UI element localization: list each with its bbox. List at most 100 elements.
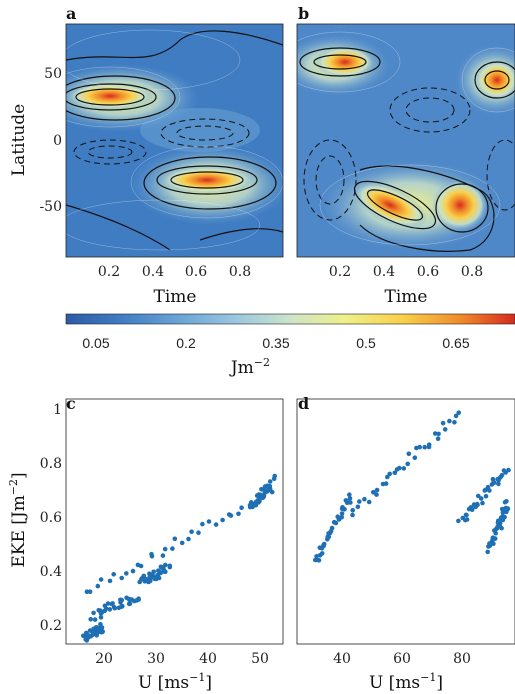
scatter-point — [196, 530, 201, 535]
scatter-point — [362, 496, 367, 502]
scatter-point — [350, 508, 356, 513]
y-tick-label: 1 — [53, 402, 62, 418]
x-tick-label: 0.6 — [185, 264, 207, 280]
y-axis-label-c-base: EKE [Jm — [9, 495, 29, 568]
scatter-point — [452, 420, 457, 425]
x-tick-label: 50 — [251, 651, 269, 667]
scatter-point — [435, 436, 441, 442]
scatter-point — [355, 504, 361, 510]
panel-c: c 1 0.8 0.6 0.4 0.2 20 30 40 50 U [ms−1]… — [7, 394, 284, 693]
scatter-point — [499, 525, 504, 531]
colorbar-label-exponent: −2 — [254, 356, 270, 369]
axes-d — [296, 398, 515, 645]
scatter-point — [374, 487, 380, 493]
scatter-point — [491, 541, 496, 546]
x-tick-label: 0.8 — [229, 264, 251, 280]
axes-a — [65, 23, 284, 258]
scatter-point — [483, 493, 489, 499]
colorbar-tick-label: 0.65 — [442, 335, 469, 351]
scatter-point — [506, 467, 511, 473]
scatter-point — [131, 598, 137, 604]
x-axis-label-c-tail: ] — [205, 673, 212, 693]
colorbar-tick-label: 0.35 — [262, 335, 289, 351]
scatter-point — [228, 513, 234, 518]
scatter-point — [319, 551, 325, 556]
x-tick-label: 0.2 — [98, 264, 120, 280]
panel-d: d 40 60 80 U [ms−1] — [296, 394, 515, 693]
scatter-point — [252, 501, 257, 507]
x-ticks-c: 20 30 40 50 — [95, 651, 269, 667]
scatter-point — [339, 514, 345, 520]
x-axis-label-c-exponent: −1 — [189, 671, 205, 684]
scatter-point — [383, 481, 389, 486]
y-ticks-c: 1 0.8 0.6 0.4 0.2 — [40, 402, 62, 634]
scatter-point — [112, 605, 118, 611]
x-axis-label-d-exponent: −1 — [420, 671, 436, 684]
scatter-point — [469, 507, 475, 512]
scatter-point — [186, 536, 191, 542]
x-axis-label-b: Time — [385, 287, 428, 307]
x-tick-label: 0.4 — [142, 264, 164, 280]
x-axis-label-c: U [ms−1] — [138, 671, 212, 693]
scatter-point — [160, 553, 166, 558]
scatter-point — [152, 576, 157, 582]
scatter-point — [239, 505, 244, 511]
scatter-point — [256, 493, 262, 499]
fill-isolines-a — [66, 29, 283, 251]
scatter-point — [91, 610, 96, 616]
scatter-point — [371, 489, 376, 495]
y-tick-label: 0 — [53, 133, 62, 149]
scatter-point — [347, 496, 353, 501]
x-tick-label: 0.2 — [329, 264, 351, 280]
scatter-point — [120, 603, 125, 609]
heatmap-b-peak-se — [432, 179, 488, 231]
y-axis-label-a: Latitude — [9, 104, 29, 176]
scatter-point — [267, 479, 273, 484]
scatter-point — [499, 472, 505, 478]
y-tick-label: 50 — [44, 66, 62, 82]
scatter-point — [272, 473, 278, 479]
scatter-point — [149, 553, 155, 559]
y-axis-label-c-tail: ] — [9, 472, 29, 479]
scatter-point — [342, 507, 347, 512]
scatter-point — [124, 571, 129, 576]
contours-a-negative — [73, 118, 250, 165]
scatter-point — [440, 420, 446, 426]
y-axis-label-c-exponent: −2 — [7, 479, 20, 495]
scatter-point — [498, 515, 504, 521]
scatter-point — [478, 496, 484, 501]
y-ticks-a: 50 0 -50 — [39, 66, 62, 215]
heatmap-a — [66, 24, 283, 257]
x-tick-label: 80 — [453, 651, 471, 667]
scatter-point — [138, 563, 144, 569]
panel-label-d: d — [298, 394, 309, 413]
scatter-point — [453, 413, 459, 419]
scatter-point — [141, 573, 147, 579]
y-tick-label: -50 — [39, 199, 62, 215]
scatter-point — [496, 481, 501, 487]
scatter-point — [105, 601, 111, 606]
scatter-point — [417, 444, 423, 450]
scatter-point — [387, 471, 393, 477]
heatmap-b — [297, 24, 515, 257]
scatter-point — [107, 607, 113, 612]
scatter-point — [366, 499, 372, 505]
y-tick-label: 0.2 — [40, 618, 62, 634]
x-ticks-b: 0.2 0.4 0.6 0.8 — [329, 264, 483, 280]
scatter-point — [401, 466, 407, 471]
scatter-point — [487, 488, 492, 493]
colorbar-tick-label: 0.2 — [176, 335, 196, 351]
colorbar-tick-label: 0.05 — [82, 335, 109, 351]
colorbar: 0.05 0.2 0.35 0.5 0.65 Jm−2 — [65, 313, 515, 378]
scatter-point — [170, 546, 175, 551]
x-axis-label-a: Time — [154, 287, 197, 307]
scatter-point — [84, 589, 90, 594]
scatter-point — [392, 470, 398, 476]
heatmap-a-peak-north — [66, 82, 154, 110]
scatter-point — [422, 444, 428, 450]
x-ticks-a: 0.2 0.4 0.6 0.8 — [98, 264, 251, 280]
scatter-point — [504, 499, 509, 504]
axes-b — [296, 23, 515, 258]
scatter-point — [326, 534, 332, 540]
x-tick-label: 0.4 — [373, 264, 395, 280]
